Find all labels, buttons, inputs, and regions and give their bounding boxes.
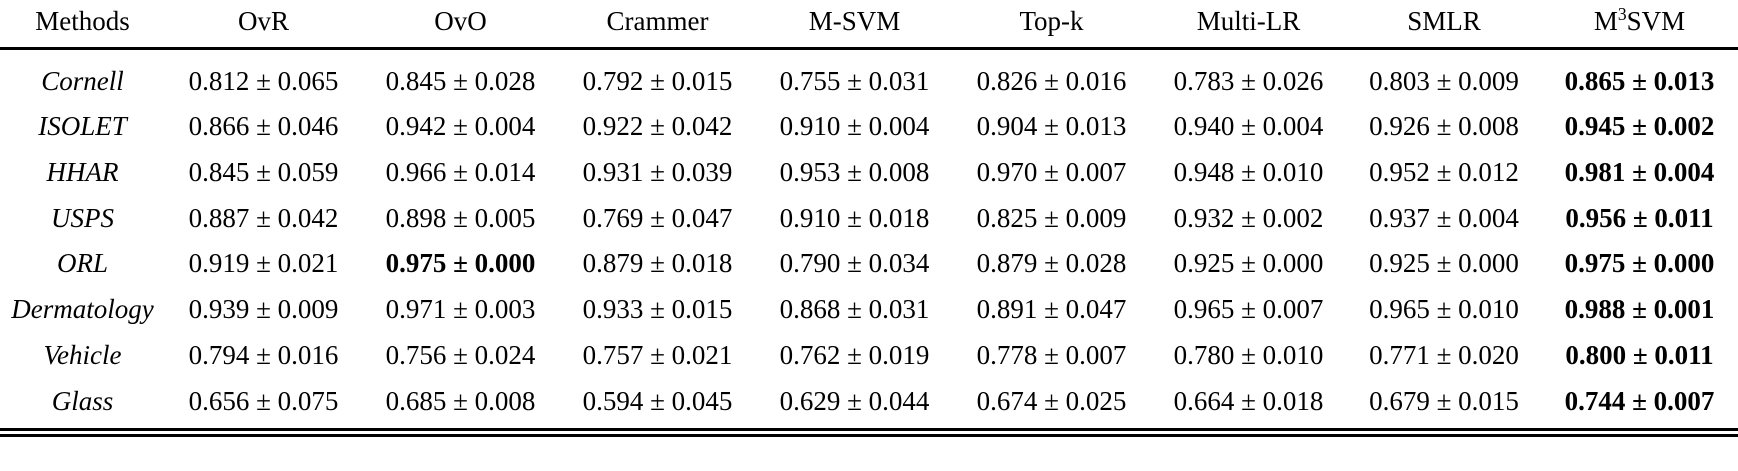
metric-cell: 0.778 ± 0.007 — [976, 339, 1127, 370]
table-row: USPS 0.887 ± 0.042 0.898 ± 0.005 0.769 ± 0.… — [0, 196, 1738, 242]
metric-cell: 0.933 ± 0.015 — [582, 294, 733, 325]
metric-cell: 0.971 ± 0.003 — [385, 294, 536, 325]
column-header-crammer: Crammer — [559, 0, 756, 50]
header-row: Methods OvR OvO Crammer M-SVM Top-k Multi-LR SM… — [0, 0, 1738, 50]
metric-cell: 0.780 ± 0.010 — [1173, 339, 1324, 370]
table-row: HHAR 0.845 ± 0.059 0.966 ± 0.014 0.931 ± 0.… — [0, 150, 1738, 196]
table-row: ORL 0.919 ± 0.021 0.975 ± 0.000 0.879 ± 0.0… — [0, 241, 1738, 287]
column-header-m-svm: M3SVM — [1541, 0, 1738, 50]
dataset-name: Cornell — [41, 65, 124, 96]
metric-cell: 0.926 ± 0.008 — [1369, 111, 1519, 142]
table-row: Glass 0.656 ± 0.075 0.685 ± 0.008 0.594 ± 0… — [0, 378, 1738, 438]
column-header-smlr: SMLR — [1347, 0, 1541, 50]
metric-cell: 0.925 ± 0.000 — [1173, 248, 1324, 279]
metric-cell: 0.826 ± 0.016 — [976, 65, 1127, 96]
column-header-multi-lr: Multi-LR — [1150, 0, 1347, 50]
metric-cell: 0.939 ± 0.009 — [188, 294, 339, 325]
metric-cell: 0.975 ± 0.000 — [1564, 248, 1715, 279]
dataset-name: HHAR — [46, 157, 119, 188]
metric-cell: 0.783 ± 0.026 — [1173, 65, 1324, 96]
metric-cell: 0.794 ± 0.016 — [188, 339, 339, 370]
metric-cell: 0.769 ± 0.047 — [582, 202, 733, 233]
metric-cell: 0.685 ± 0.008 — [362, 378, 559, 438]
metric-cell: 0.945 ± 0.002 — [1564, 111, 1715, 142]
metric-cell: 0.956 ± 0.011 — [1565, 202, 1714, 233]
metric-cell: 0.953 ± 0.008 — [779, 157, 930, 188]
metric-cell: 0.940 ± 0.004 — [1173, 111, 1324, 142]
column-header-ovr: OvR — [165, 0, 362, 50]
metric-cell: 0.629 ± 0.044 — [756, 378, 953, 438]
metric-cell: 0.845 ± 0.028 — [385, 65, 536, 96]
metric-cell: 0.812 ± 0.065 — [188, 65, 339, 96]
column-header-m-svm: M-SVM — [756, 0, 953, 50]
metric-cell: 0.919 ± 0.021 — [188, 248, 339, 279]
metric-cell: 0.887 ± 0.042 — [188, 202, 339, 233]
metric-cell: 0.910 ± 0.018 — [779, 202, 930, 233]
metric-cell: 0.910 ± 0.004 — [779, 111, 930, 142]
metric-cell: 0.898 ± 0.005 — [385, 202, 536, 233]
column-header-ovo: OvO — [362, 0, 559, 50]
metric-cell: 0.674 ± 0.025 — [953, 378, 1150, 438]
metric-cell: 0.931 ± 0.039 — [582, 157, 733, 188]
dataset-name: USPS — [51, 202, 114, 233]
metric-cell: 0.771 ± 0.020 — [1369, 339, 1519, 370]
metric-cell: 0.970 ± 0.007 — [976, 157, 1127, 188]
results-table: Methods OvR OvO Crammer M-SVM Top-k Multi-LR SM… — [0, 0, 1738, 438]
metric-cell: 0.825 ± 0.009 — [976, 202, 1127, 233]
table-row: Cornell 0.812 ± 0.065 0.845 ± 0.028 0.792 ±… — [0, 48, 1738, 104]
table-row: Dermatology 0.939 ± 0.009 0.971 ± 0.003 0.9… — [0, 287, 1738, 333]
metric-cell: 0.757 ± 0.021 — [582, 339, 733, 370]
metric-cell: 0.965 ± 0.007 — [1173, 294, 1324, 325]
dataset-name: Glass — [0, 378, 165, 438]
metric-cell: 0.866 ± 0.046 — [188, 111, 339, 142]
dataset-name: ISOLET — [38, 111, 127, 142]
metric-cell: 0.755 ± 0.031 — [779, 65, 930, 96]
table-body: Cornell 0.812 ± 0.065 0.845 ± 0.028 0.792 ±… — [0, 48, 1738, 438]
metric-cell: 0.948 ± 0.010 — [1173, 157, 1324, 188]
metric-cell: 0.790 ± 0.034 — [779, 248, 930, 279]
metric-cell: 0.925 ± 0.000 — [1369, 248, 1519, 279]
dataset-name: Vehicle — [43, 339, 122, 370]
metric-cell: 0.879 ± 0.028 — [976, 248, 1127, 279]
metric-cell: 0.922 ± 0.042 — [582, 111, 733, 142]
metric-cell: 0.756 ± 0.024 — [385, 339, 536, 370]
metric-cell: 0.803 ± 0.009 — [1369, 65, 1519, 96]
metric-cell: 0.594 ± 0.045 — [559, 378, 756, 438]
metric-cell: 0.762 ± 0.019 — [779, 339, 930, 370]
metric-cell: 0.937 ± 0.004 — [1369, 202, 1519, 233]
metric-cell: 0.865 ± 0.013 — [1564, 65, 1715, 96]
metric-cell: 0.932 ± 0.002 — [1173, 202, 1324, 233]
metric-cell: 0.879 ± 0.018 — [582, 248, 733, 279]
column-header-top-k: Top-k — [953, 0, 1150, 50]
metric-cell: 0.792 ± 0.015 — [582, 65, 733, 96]
dataset-name: Dermatology — [11, 294, 154, 325]
metric-cell: 0.988 ± 0.001 — [1564, 294, 1715, 325]
metric-cell: 0.965 ± 0.010 — [1369, 294, 1519, 325]
column-header-methods: Methods — [0, 0, 165, 50]
metric-cell: 0.942 ± 0.004 — [385, 111, 536, 142]
table-row: Vehicle 0.794 ± 0.016 0.756 ± 0.024 0.757 ±… — [0, 333, 1738, 379]
metric-cell: 0.679 ± 0.015 — [1347, 378, 1541, 438]
metric-cell: 0.800 ± 0.011 — [1565, 339, 1714, 370]
metric-cell: 0.845 ± 0.059 — [188, 157, 339, 188]
metric-cell: 0.966 ± 0.014 — [385, 157, 536, 188]
metric-cell: 0.891 ± 0.047 — [976, 294, 1127, 325]
metric-cell: 0.981 ± 0.004 — [1564, 157, 1715, 188]
metric-cell: 0.744 ± 0.007 — [1541, 378, 1738, 438]
metric-cell: 0.868 ± 0.031 — [779, 294, 930, 325]
metric-cell: 0.656 ± 0.075 — [165, 378, 362, 438]
metric-cell: 0.952 ± 0.012 — [1369, 157, 1519, 188]
dataset-name: ORL — [56, 248, 108, 279]
table-row: ISOLET 0.866 ± 0.046 0.942 ± 0.004 0.922 ± … — [0, 104, 1738, 150]
metric-cell: 0.975 ± 0.000 — [385, 248, 536, 279]
metric-cell: 0.664 ± 0.018 — [1150, 378, 1347, 438]
metric-cell: 0.904 ± 0.013 — [976, 111, 1127, 142]
